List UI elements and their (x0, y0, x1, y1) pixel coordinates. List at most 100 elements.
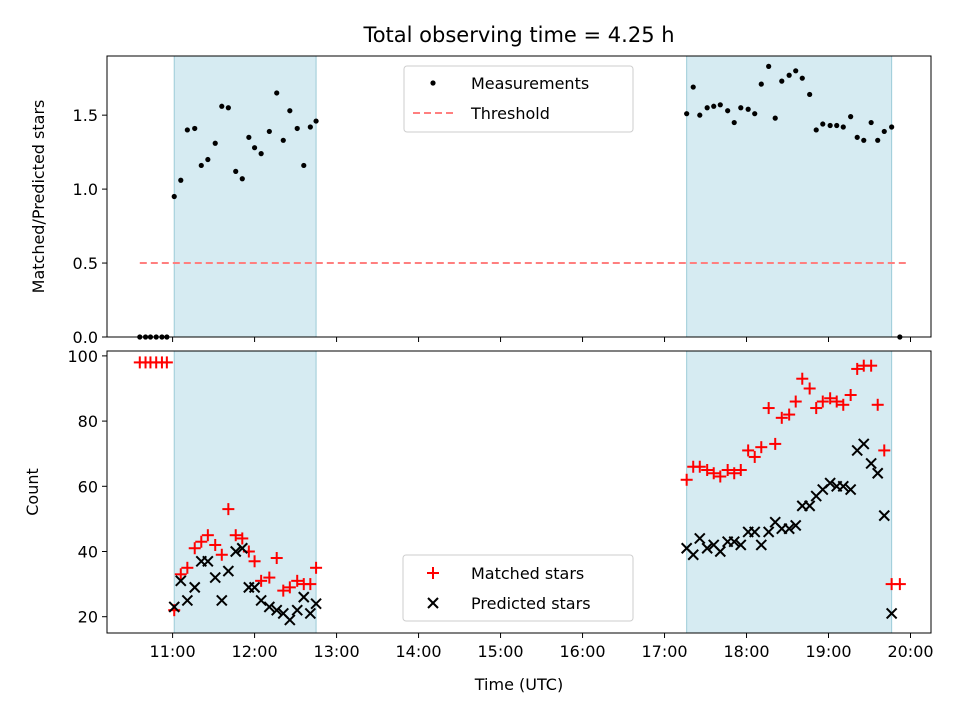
measurement-point (868, 119, 874, 126)
predicted-star-point (181, 594, 194, 607)
matched-star-point (748, 450, 761, 463)
predicted-star-point (271, 604, 283, 616)
matched-star-point (742, 444, 755, 457)
measurement-point (684, 111, 690, 117)
bottom-shaded-interval-2 (686, 350, 893, 634)
predicted-star-point (701, 542, 713, 554)
bottom-x-tick-label: 19:00 (805, 642, 851, 661)
bottom-x-tick-label: 20:00 (887, 642, 933, 661)
matched-star-point (270, 552, 283, 565)
measurement-point (294, 125, 300, 132)
bottom-x-tick-label: 16:00 (559, 642, 605, 661)
matched-stars-legend-label: Matched stars (471, 564, 584, 583)
measurement-point (717, 102, 723, 108)
matched-star-point (195, 535, 208, 548)
predicted-star-point (755, 539, 767, 551)
top-chart-title: Total observing time = 4.25 h (362, 23, 674, 47)
bottom-shaded-intervals (173, 350, 893, 634)
measurement-point (745, 106, 751, 112)
measurement-point (881, 128, 887, 135)
measurement-point (813, 127, 819, 133)
measurement-point (274, 90, 280, 96)
measurement-point (266, 128, 272, 135)
matched-star-point (769, 437, 782, 450)
predicted-star-point (216, 594, 228, 607)
measurement-point (848, 114, 854, 120)
top-y-tick-label: 0.0 (73, 328, 98, 347)
predicted-star-point (255, 594, 267, 607)
matched-star-point (701, 463, 714, 476)
top-shaded-interval-2 (686, 55, 893, 338)
matched-star-point (707, 467, 720, 480)
measurement-point (171, 193, 177, 200)
matched-star-point (255, 574, 268, 587)
measurement-point (861, 137, 867, 143)
top-y-axis-label: Matched/Predicted stars (29, 100, 48, 294)
matched-star-point (201, 529, 214, 542)
measurement-point (246, 134, 252, 140)
measurement-point (725, 108, 731, 114)
measurement-point (251, 145, 258, 151)
matched-star-point (830, 395, 843, 408)
matched-star-point (728, 467, 741, 480)
predicted-star-point (735, 539, 747, 551)
predicted-star-point (263, 601, 276, 613)
matched-star-point (680, 473, 693, 486)
measurement-point (212, 140, 218, 146)
matched-star-point (824, 392, 837, 405)
measurement-point (690, 84, 696, 90)
matched-star-point (174, 568, 187, 581)
bottom-x-tick-label: 12:00 (232, 642, 278, 661)
predicted-star-point (878, 509, 890, 522)
matched-star-point (816, 395, 829, 408)
predicted-star-point (236, 542, 248, 554)
predicted-star-point (687, 549, 699, 561)
top-y-ticks: 0.0 0.5 1.0 1.5 (73, 106, 107, 347)
measurement-point (758, 81, 764, 87)
top-y-tick-label: 0.5 (73, 254, 98, 273)
measurement-point (198, 162, 204, 169)
matched-star-point (181, 561, 194, 574)
measurement-point (807, 91, 813, 98)
bottom-y-tick-label: 20 (78, 608, 98, 627)
predicted-star-point (824, 477, 836, 489)
top-legend-box (403, 65, 634, 133)
predicted-star-point (728, 536, 740, 548)
measurement-point (233, 168, 239, 174)
measurement-point (793, 68, 799, 74)
matched-star-point (283, 581, 296, 594)
matched-star-point (837, 398, 850, 411)
measurement-point (766, 63, 772, 69)
matched-star-point (844, 389, 857, 402)
x-axis-label: Time (UTC) (474, 675, 563, 694)
matched-star-point (789, 395, 802, 408)
measurement-point (820, 121, 826, 127)
measurement-point (178, 177, 184, 183)
measurement-point (219, 103, 225, 109)
matched-star-point (803, 382, 816, 395)
matched-star-point (871, 398, 884, 411)
matched-star-point (160, 356, 173, 369)
predicted-star-point (837, 480, 849, 493)
measurement-point (184, 127, 190, 133)
matched-star-point (229, 529, 242, 542)
matched-star-point (277, 584, 290, 597)
matched-star-point (878, 444, 891, 457)
predicted-star-point (209, 571, 221, 584)
measurement-point (731, 119, 737, 126)
predicted-star-point (885, 607, 898, 620)
predicted-star-point (858, 438, 870, 450)
measurement-point (738, 105, 744, 111)
matched-star-point (209, 538, 222, 551)
top-panel: 0.0 0.5 1.0 1.5 Matched/Predicted stars Mea… (29, 55, 932, 347)
matched-star-point (851, 362, 864, 375)
top-y-tick-label: 1.0 (73, 180, 98, 199)
measurement-point (752, 111, 758, 117)
measurement-point (697, 112, 703, 118)
matched-star-point (263, 571, 276, 584)
predicted-star-point (803, 500, 816, 512)
measurement-point (779, 78, 785, 84)
matched-stars-legend-marker (427, 567, 439, 579)
matched-star-point (721, 463, 734, 476)
measurement-point (889, 124, 895, 130)
